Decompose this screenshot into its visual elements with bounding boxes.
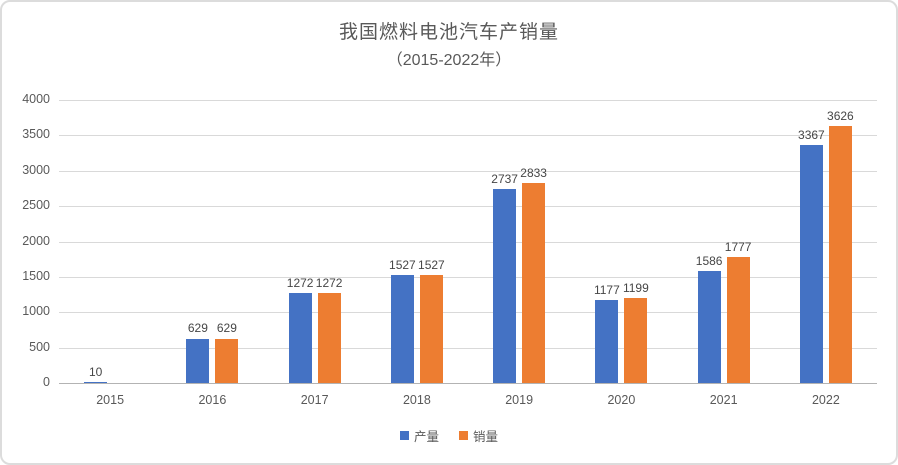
gridline-500: [59, 347, 877, 349]
bar-value-label-production-2016: 629: [187, 321, 208, 336]
legend-swatch-production: [399, 431, 409, 440]
bar-value-label-production-2020: 1177: [593, 282, 620, 297]
bar-value-label-sales-2017: 1272: [315, 276, 343, 290]
sales-bar-2018: [419, 274, 443, 383]
legend-item-production: 产量: [399, 426, 439, 445]
chart-subtitle: （2015-2022年）: [386, 52, 512, 69]
chart-title: 我国燃料电池汽车产销量: [338, 22, 559, 43]
x-axis-label-2015: 2015: [96, 393, 125, 407]
y-axis-tick-1000: 1000: [22, 304, 50, 319]
x-axis-label-2018: 2018: [402, 393, 431, 407]
gridline-1500: [59, 276, 877, 278]
sales-bar-2022: [828, 126, 852, 383]
production-bar-2017: [288, 293, 312, 383]
y-axis-tick-0: 0: [43, 375, 50, 389]
bar-value-label-sales-2021: 1777: [724, 240, 752, 255]
bar-value-label-sales-2020: 1199: [622, 281, 649, 296]
x-axis-label-2020: 2020: [607, 393, 636, 407]
bar-value-label-sales-2016: 629: [216, 321, 237, 336]
sales-bar-2020: [624, 298, 648, 383]
y-axis-tick-3000: 3000: [22, 162, 50, 177]
y-axis-tick-4000: 4000: [22, 92, 50, 106]
gridline-4000: [59, 100, 877, 101]
bar-value-label-sales-2019: 2833: [520, 165, 547, 180]
legend-item-sales: 销量: [459, 426, 498, 445]
y-axis-tick-2500: 2500: [22, 198, 50, 213]
gridline-3000: [59, 170, 877, 172]
legend-label-sales: 销量: [473, 430, 499, 444]
production-bar-2019: [493, 189, 517, 383]
gridline-2000: [59, 241, 877, 243]
gridline-1000: [59, 312, 877, 314]
x-axis-label-2016: 2016: [198, 393, 227, 407]
bar-value-label-production-2018: 1527: [389, 257, 416, 272]
sales-bar-2019: [522, 182, 546, 383]
bar-value-label-sales-2022: 3626: [827, 109, 854, 124]
legend-label-production: 产量: [413, 430, 439, 444]
bar-value-label-production-2022: 3367: [798, 127, 825, 142]
bar-value-label-sales-2018: 1527: [418, 257, 445, 272]
y-axis-tick-3500: 3500: [22, 127, 50, 142]
sales-bar-2016: [215, 338, 239, 383]
y-axis-tick-500: 500: [29, 339, 50, 354]
sales-bar-2021: [726, 257, 750, 383]
production-bar-2015: [84, 382, 108, 383]
legend: 产量 销量: [2, 426, 896, 445]
production-bar-2021: [697, 270, 721, 383]
x-axis-line: [59, 383, 877, 384]
gridline-2500: [59, 206, 877, 208]
production-bar-2018: [390, 274, 414, 383]
production-bar-2020: [595, 299, 619, 383]
bar-value-label-production-2021: 1586: [695, 253, 723, 268]
production-bar-2016: [186, 338, 210, 383]
gridline-3500: [59, 135, 877, 137]
x-axis-label-2022: 2022: [811, 393, 840, 407]
bar-value-label-production-2019: 2737: [491, 172, 518, 187]
y-axis-tick-2000: 2000: [22, 233, 50, 248]
bar-value-label-production-2017: 1272: [286, 276, 314, 290]
x-axis-label-2021: 2021: [709, 393, 738, 407]
legend-swatch-sales: [459, 431, 468, 440]
bar-value-label-production-2015: 10: [88, 365, 103, 380]
production-bar-2022: [799, 144, 823, 383]
y-axis-tick-1500: 1500: [22, 268, 50, 283]
plot-area: 10 629 629 1272 1272 1527 1527 2737 2833 1177 1199…: [59, 100, 877, 384]
x-axis-label-2017: 2017: [300, 393, 329, 407]
sales-bar-2017: [317, 293, 341, 383]
x-axis-label-2019: 2019: [505, 393, 534, 407]
